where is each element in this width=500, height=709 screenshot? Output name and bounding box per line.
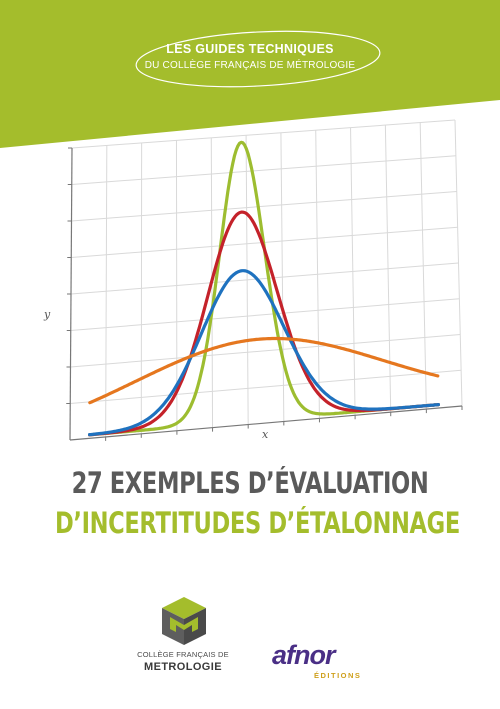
grid-line-horizontal [71,119,456,149]
grid-line-horizontal [70,334,461,368]
series-line-4 [88,336,440,405]
series-publisher: DU COLLÈGE FRANÇAIS DE MÉTROLOGIE [144,60,356,71]
y-axis-label: y [44,308,51,321]
afnor-wordmark: afnor [272,640,335,670]
grid-line-horizontal [70,298,460,331]
grid-line-horizontal [70,262,459,295]
series-line-3 [88,269,440,437]
series-banner [0,0,500,148]
grid-line-horizontal [71,155,456,185]
series-oval [135,30,381,88]
x-axis-label: x [262,428,269,441]
chart-grid [66,119,463,441]
chart-curves [88,140,440,437]
cfm-name-line-2: METROLOGIE [144,661,222,673]
grid-line-horizontal [71,191,457,222]
cfm-cube-icon [162,597,206,645]
grid-line-horizontal [70,369,462,404]
x-axis-line [69,405,463,441]
banner-background [0,0,500,148]
afnor-imprint: ÉDITIONS [314,671,362,680]
series-name: LES GUIDES TECHNIQUES [166,42,334,56]
book-title-line-2: D’INCERTITUDES D’ÉTALONNAGE [55,506,460,540]
book-title-line-1: 27 EXEMPLES D’ÉVALUATION [71,466,429,500]
cfm-name-line-1: COLLÈGE FRANÇAIS DE [137,650,229,659]
